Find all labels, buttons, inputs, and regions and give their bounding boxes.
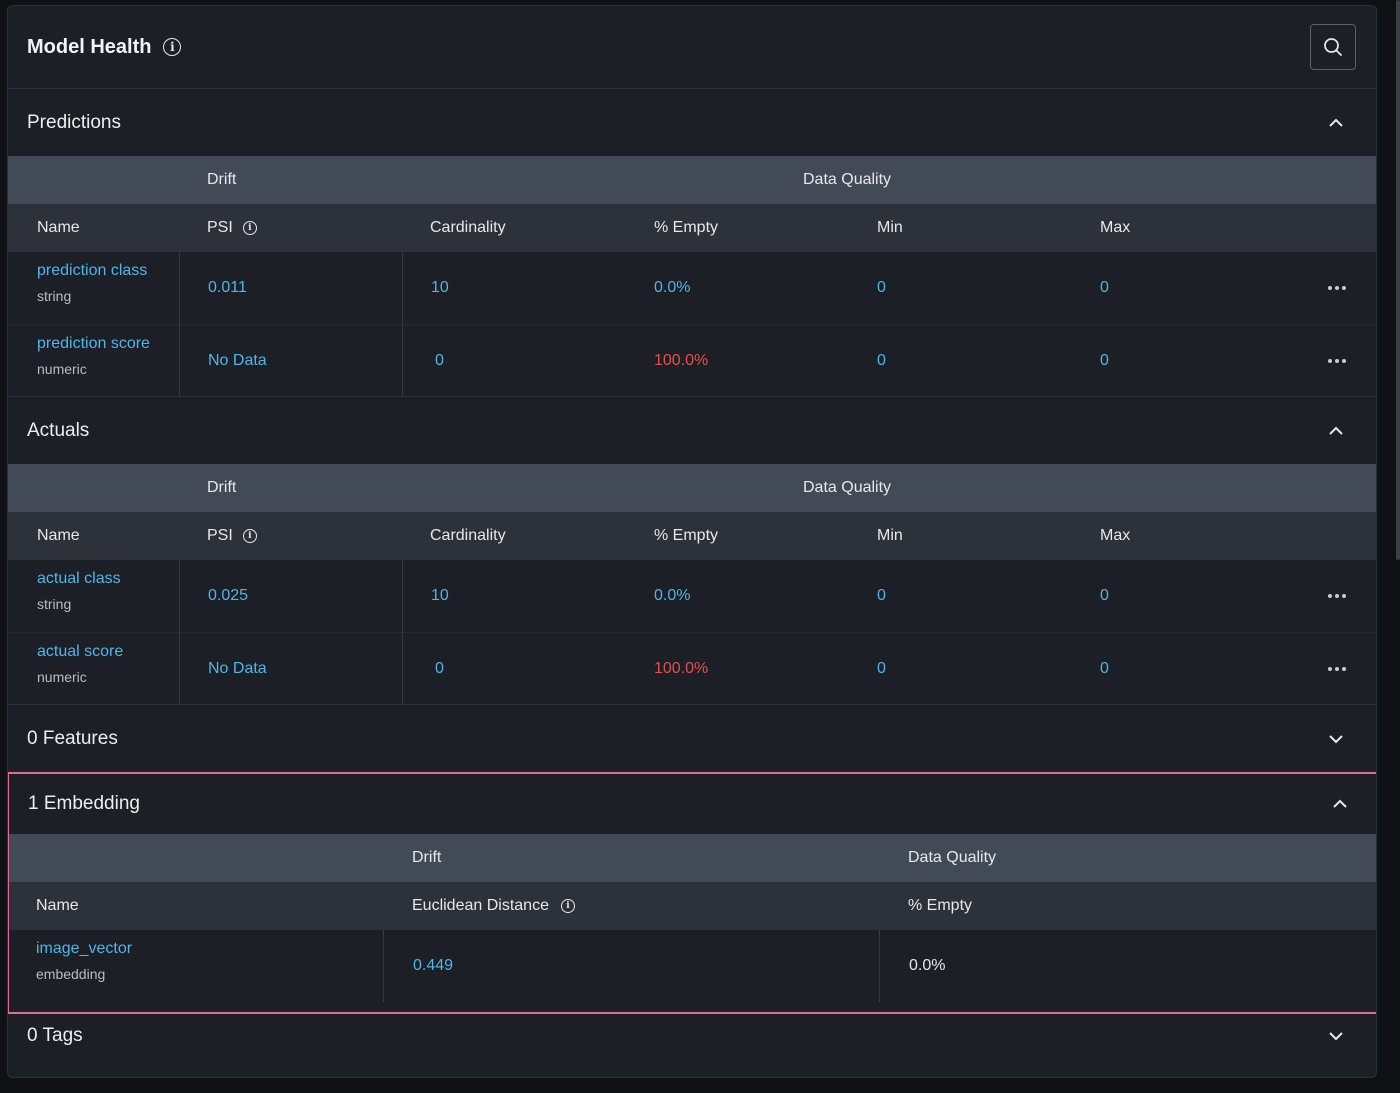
more-horizontal-icon[interactable] xyxy=(1328,666,1346,671)
empty-value[interactable]: 0.0% xyxy=(654,279,691,296)
panel-header: Model Health i xyxy=(8,6,1376,89)
empty-value[interactable]: 0.0% xyxy=(654,587,691,604)
euclidean-distance-value[interactable]: 0.449 xyxy=(413,957,454,974)
column-psi-label: PSI xyxy=(207,219,233,236)
column-min[interactable]: Min xyxy=(877,219,903,236)
info-icon[interactable]: i xyxy=(163,38,182,56)
psi-value[interactable]: 0.011 xyxy=(208,279,247,296)
column-name[interactable]: Name xyxy=(36,897,79,914)
page-scrollbar[interactable] xyxy=(1396,0,1400,560)
cardinality-value[interactable]: 10 xyxy=(431,279,449,296)
column-psi[interactable]: PSI i xyxy=(207,219,257,237)
group-drift-label: Drift xyxy=(207,171,237,188)
more-horizontal-icon[interactable] xyxy=(1328,358,1346,363)
column-empty[interactable]: % Empty xyxy=(908,897,973,914)
more-horizontal-icon[interactable] xyxy=(1328,286,1346,290)
cardinality-value[interactable]: 10 xyxy=(431,587,449,604)
chevron-down-icon[interactable] xyxy=(1328,734,1344,744)
search-button[interactable] xyxy=(1310,24,1356,70)
column-cardinality[interactable]: Cardinality xyxy=(430,219,506,236)
column-min[interactable]: Min xyxy=(877,527,903,544)
group-drift-label: Drift xyxy=(207,479,237,496)
section-header-tags[interactable]: 0 Tags xyxy=(8,1014,1376,1058)
group-data-quality-label: Data Quality xyxy=(803,171,892,188)
table-row: actual score numeric No Data 0 100.0% 0 … xyxy=(8,632,1376,704)
table-group-header: Drift Data Quality xyxy=(8,156,1376,204)
group-data-quality-label: Data Quality xyxy=(908,849,997,866)
empty-value: 0.0% xyxy=(909,957,946,974)
column-empty[interactable]: % Empty xyxy=(654,219,719,236)
section-title: Actuals xyxy=(27,419,90,441)
row-name-link[interactable]: actual class xyxy=(37,570,121,587)
column-psi-label: PSI xyxy=(207,527,233,544)
group-data-quality-label: Data Quality xyxy=(803,479,892,496)
row-type: string xyxy=(37,596,72,612)
row-type: string xyxy=(37,288,72,304)
column-max[interactable]: Max xyxy=(1100,527,1131,544)
section-header-embedding[interactable]: 1 Embedding xyxy=(9,774,1376,834)
column-euclidean-label: Euclidean Distance xyxy=(412,897,549,914)
section-title: 1 Embedding xyxy=(28,793,140,814)
row-name-link[interactable]: prediction class xyxy=(37,262,148,279)
table-column-header: Name Euclidean Distance i % Empty xyxy=(9,882,1376,930)
section-title: Predictions xyxy=(27,111,121,133)
psi-value[interactable]: 0.025 xyxy=(208,587,249,604)
embedding-section-highlight: 1 Embedding Drift Data Quality Name Eucl… xyxy=(8,772,1376,1014)
info-icon[interactable]: i xyxy=(242,528,257,543)
table-group-header: Drift Data Quality xyxy=(9,834,1376,882)
search-icon xyxy=(1324,38,1342,56)
row-type: embedding xyxy=(36,966,106,982)
column-cardinality[interactable]: Cardinality xyxy=(430,527,506,544)
model-health-panel: Model Health i Predictions Drift Data Qu… xyxy=(7,5,1377,1078)
max-value[interactable]: 0 xyxy=(1100,587,1109,604)
min-value[interactable]: 0 xyxy=(877,351,886,369)
chevron-down-icon[interactable] xyxy=(1328,1031,1344,1041)
column-max[interactable]: Max xyxy=(1100,219,1131,236)
row-type: numeric xyxy=(37,361,87,377)
group-drift-label: Drift xyxy=(412,849,442,866)
section-header-features[interactable]: 0 Features xyxy=(8,705,1376,772)
chevron-up-icon[interactable] xyxy=(1328,426,1344,436)
row-name-link[interactable]: image_vector xyxy=(36,940,133,957)
column-name[interactable]: Name xyxy=(37,219,80,236)
chevron-up-icon[interactable] xyxy=(1328,118,1344,128)
column-euclidean-distance[interactable]: Euclidean Distance i xyxy=(412,897,575,915)
table-group-header: Drift Data Quality xyxy=(8,464,1376,512)
column-empty[interactable]: % Empty xyxy=(654,527,719,544)
row-name-link[interactable]: prediction score xyxy=(37,335,150,352)
psi-value[interactable]: No Data xyxy=(208,659,267,677)
column-psi[interactable]: PSI i xyxy=(207,527,257,545)
section-header-predictions[interactable]: Predictions xyxy=(8,89,1376,156)
table-row: prediction class string 0.011 10 0.0% 0 … xyxy=(8,252,1376,324)
table-column-header: Name PSI i Cardinality % Empty Min Max xyxy=(8,204,1376,252)
table-column-header: Name PSI i Cardinality % Empty Min Max xyxy=(8,512,1376,560)
info-icon[interactable]: i xyxy=(560,898,575,913)
psi-value[interactable]: No Data xyxy=(208,351,267,369)
page-title: Model Health xyxy=(27,35,152,58)
cardinality-value[interactable]: 0 xyxy=(435,659,444,677)
table-row: actual class string 0.025 10 0.0% 0 0 xyxy=(8,560,1376,632)
min-value[interactable]: 0 xyxy=(877,659,886,677)
min-value[interactable]: 0 xyxy=(877,587,886,604)
max-value[interactable]: 0 xyxy=(1100,351,1109,369)
table-row: image_vector embedding 0.449 0.0% xyxy=(9,930,1376,1002)
max-value[interactable]: 0 xyxy=(1100,659,1109,677)
cardinality-value[interactable]: 0 xyxy=(435,351,444,369)
row-name-link[interactable]: actual score xyxy=(37,643,124,660)
section-title: 0 Tags xyxy=(27,1025,83,1046)
row-type: numeric xyxy=(37,669,87,685)
info-icon[interactable]: i xyxy=(242,220,257,235)
table-row: prediction score numeric No Data 0 100.0… xyxy=(8,324,1376,396)
column-name[interactable]: Name xyxy=(37,527,80,544)
section-header-actuals[interactable]: Actuals xyxy=(8,397,1376,464)
min-value[interactable]: 0 xyxy=(877,279,886,296)
empty-value[interactable]: 100.0% xyxy=(654,351,709,369)
chevron-up-icon[interactable] xyxy=(1332,799,1348,809)
empty-value[interactable]: 100.0% xyxy=(654,659,709,677)
more-horizontal-icon[interactable] xyxy=(1328,594,1346,598)
max-value[interactable]: 0 xyxy=(1100,279,1109,296)
section-title: 0 Features xyxy=(27,727,118,749)
